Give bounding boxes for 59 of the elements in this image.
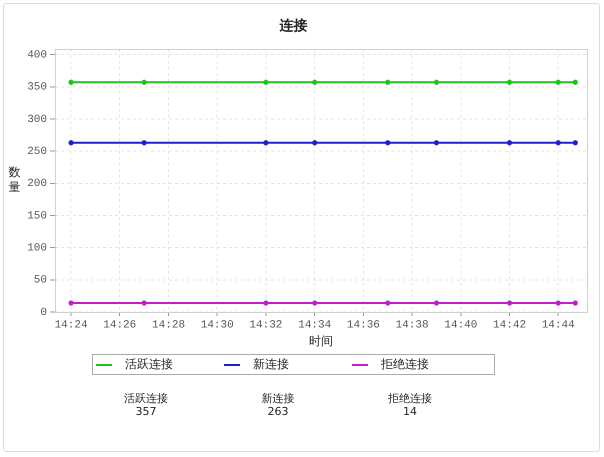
point bbox=[312, 80, 318, 85]
point bbox=[142, 140, 147, 146]
legend-label: 活跃连接 bbox=[125, 356, 173, 373]
point bbox=[68, 140, 74, 146]
x-tick-label: 14:42 bbox=[493, 320, 526, 332]
x-tick-label: 14:30 bbox=[200, 320, 234, 332]
x-tick-label: 14:32 bbox=[249, 320, 282, 332]
point bbox=[142, 80, 147, 85]
point bbox=[385, 300, 390, 306]
chart-title: 连接 bbox=[278, 17, 308, 34]
y-tick-label: 50 bbox=[34, 274, 47, 287]
text: 357 bbox=[134, 405, 158, 418]
text: 14 bbox=[402, 405, 418, 418]
text: 活跃连接 bbox=[124, 392, 168, 405]
point bbox=[312, 140, 318, 146]
point bbox=[263, 80, 268, 85]
point bbox=[506, 140, 512, 146]
text: 新连接 bbox=[262, 392, 294, 405]
y-tick-label: 150 bbox=[27, 210, 47, 222]
point bbox=[572, 140, 578, 146]
point bbox=[312, 300, 318, 306]
point bbox=[506, 80, 512, 85]
x-tick-label: 14:38 bbox=[396, 320, 429, 332]
point bbox=[434, 140, 440, 146]
x-tick-label: 14:26 bbox=[103, 320, 136, 332]
x-axis-title: 时间 bbox=[309, 334, 333, 348]
point bbox=[385, 140, 390, 146]
y-tick-label: 100 bbox=[27, 242, 47, 255]
point bbox=[506, 300, 512, 306]
x-tick-label: 14:24 bbox=[54, 320, 88, 332]
point bbox=[68, 80, 74, 85]
y-tick-label: 400 bbox=[27, 50, 47, 62]
x-tick-label: 14:44 bbox=[542, 320, 576, 332]
y-tick-label: 250 bbox=[27, 146, 47, 158]
point bbox=[572, 300, 578, 306]
x-tick-label: 14:28 bbox=[152, 320, 186, 332]
y-tick-label: 350 bbox=[27, 82, 47, 94]
y-tick-label: 200 bbox=[27, 178, 47, 190]
x-tick-label: 14:34 bbox=[298, 320, 332, 332]
point bbox=[434, 80, 440, 85]
legend-label: 拒绝连接 bbox=[381, 356, 429, 373]
legend-label: 新连接 bbox=[253, 356, 289, 373]
text: 拒绝连接 bbox=[388, 392, 432, 405]
point bbox=[556, 300, 561, 306]
x-tick-label: 14:36 bbox=[346, 320, 380, 332]
x-tick-label: 14:40 bbox=[444, 320, 478, 332]
point bbox=[68, 300, 74, 306]
text: 263 bbox=[266, 405, 290, 418]
y-tick-label: 0 bbox=[40, 306, 47, 319]
point bbox=[142, 300, 147, 306]
point bbox=[556, 140, 561, 146]
y-tick-label: 300 bbox=[27, 114, 47, 126]
point bbox=[556, 80, 561, 85]
point bbox=[263, 140, 268, 146]
y-axis-title: 数量 bbox=[8, 165, 21, 195]
point bbox=[434, 300, 440, 306]
point bbox=[572, 80, 578, 85]
point bbox=[385, 80, 390, 85]
point bbox=[263, 300, 268, 306]
